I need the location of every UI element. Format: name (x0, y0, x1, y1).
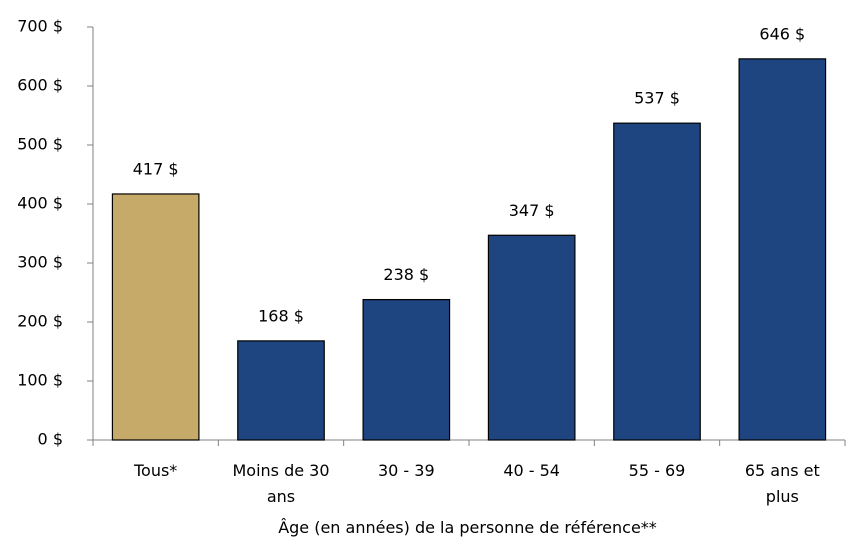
x-tick-label: 65 ans et plus (744, 461, 820, 506)
x-tick-label: Moins de 30 ans (232, 461, 330, 506)
bar (487, 234, 576, 441)
value-label: 646 $ (759, 24, 805, 43)
x-axis-label: Âge (en années) de la personne de référe… (278, 518, 657, 537)
x-tick-label: 30 - 39 (377, 461, 435, 480)
y-tick-label: 700 $ (17, 17, 63, 36)
value-label: 168 $ (258, 306, 304, 325)
bar (362, 298, 451, 441)
bar (738, 58, 827, 441)
value-label: 347 $ (509, 201, 555, 220)
bar (613, 122, 701, 441)
y-tick-label: 200 $ (17, 312, 63, 331)
x-tick-label: Tous* (133, 461, 178, 480)
y-tick-label: 500 $ (17, 135, 63, 154)
y-tick-label: 100 $ (17, 371, 63, 390)
x-tick-label: 40 - 54 (503, 461, 560, 480)
y-tick-label: 600 $ (17, 76, 63, 95)
value-label: 238 $ (383, 265, 429, 284)
value-label: 417 $ (133, 159, 179, 178)
y-tick-label: 400 $ (17, 194, 63, 213)
x-tick-label: 55 - 69 (628, 461, 686, 480)
bar (237, 340, 325, 441)
y-tick-label: 0 $ (38, 430, 63, 449)
y-tick-label: 300 $ (17, 253, 63, 272)
value-label: 537 $ (634, 89, 680, 108)
bar (111, 193, 200, 441)
